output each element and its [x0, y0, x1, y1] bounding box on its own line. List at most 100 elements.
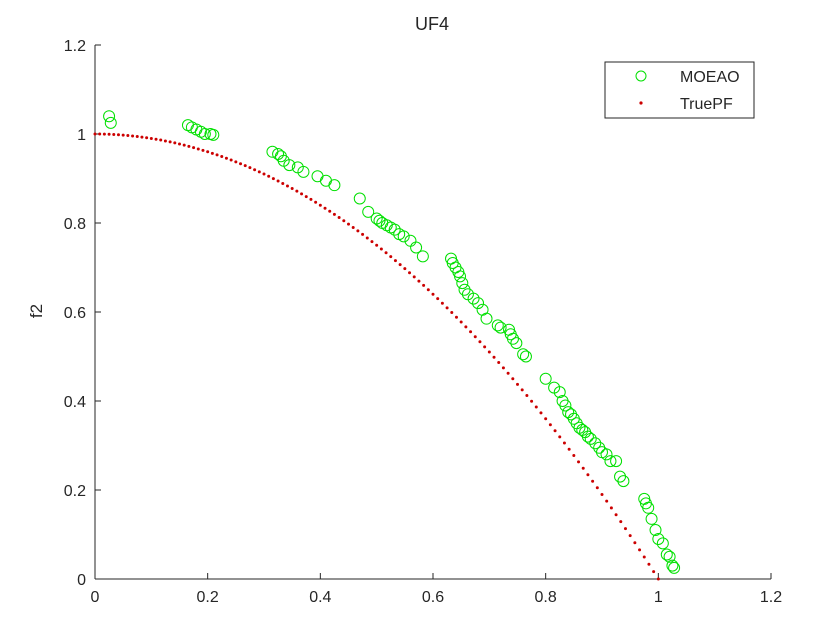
truepf-point — [628, 534, 632, 538]
truepf-point — [262, 172, 266, 176]
truepf-point — [562, 441, 566, 445]
legend-moeao-marker — [635, 70, 647, 82]
truepf-series — [93, 132, 660, 581]
moeao-point — [510, 337, 523, 350]
truepf-point — [417, 279, 421, 283]
x-tick-label: 0 — [91, 589, 100, 606]
legend-truepf-marker — [639, 101, 643, 105]
moeao-point — [198, 128, 211, 140]
truepf-point — [192, 146, 196, 150]
truepf-point — [558, 435, 562, 439]
truepf-point — [464, 325, 468, 329]
truepf-point — [309, 197, 313, 201]
moeao-point — [454, 270, 467, 283]
y-tick-label: 1 — [77, 127, 86, 144]
moeao-point — [494, 321, 507, 334]
moeao-point — [388, 223, 401, 236]
x-tick-label: 0.6 — [422, 589, 444, 606]
y-tick-label: 0.4 — [64, 394, 86, 411]
truepf-point — [347, 222, 350, 226]
truepf-point — [501, 366, 505, 370]
legend-moeao-label: MOEAO — [680, 69, 740, 86]
truepf-point — [154, 137, 158, 141]
moeao-point — [491, 319, 504, 332]
y-tick-label: 0.2 — [64, 483, 86, 500]
truepf-point — [520, 388, 524, 392]
truepf-point — [609, 506, 613, 510]
truepf-point — [469, 330, 473, 334]
moeao-point — [539, 372, 552, 385]
truepf-point — [112, 132, 116, 136]
truepf-point — [431, 292, 435, 296]
truepf-point — [332, 212, 336, 216]
truepf-point — [403, 267, 407, 271]
moeao-point — [480, 312, 493, 325]
y-axis-label: f2 — [27, 304, 46, 318]
truepf-point — [492, 355, 496, 359]
truepf-point — [445, 306, 449, 310]
truepf-point — [506, 371, 510, 375]
truepf-point — [295, 189, 299, 193]
truepf-point — [454, 315, 458, 319]
truepf-point — [163, 139, 167, 143]
truepf-point — [408, 271, 412, 275]
truepf-point — [544, 417, 548, 421]
truepf-point — [422, 283, 426, 287]
moeao-point — [362, 205, 375, 218]
truepf-point — [267, 174, 271, 178]
moeao-point — [600, 448, 613, 461]
truepf-point — [581, 466, 585, 470]
truepf-point — [210, 151, 214, 155]
truepf-point — [623, 527, 627, 531]
moeao-point — [472, 297, 485, 310]
x-tick-label: 0.8 — [535, 589, 557, 606]
moeao-point — [416, 250, 429, 263]
truepf-point — [516, 382, 519, 386]
truepf-point — [300, 192, 304, 196]
truepf-point — [412, 275, 416, 279]
truepf-point — [243, 164, 247, 168]
truepf-point — [638, 548, 642, 552]
moeao-point — [456, 277, 469, 290]
truepf-point — [215, 153, 219, 157]
moeao-point — [328, 179, 341, 192]
moeao-point — [207, 128, 220, 141]
truepf-point — [473, 335, 477, 339]
truepf-point — [304, 195, 308, 199]
truepf-point — [178, 142, 181, 146]
axes: 0 0.2 0.4 0.6 0.8 1 1.2 0 0.2 0.4 0.6 0.8 1 1.2 — [64, 38, 782, 606]
truepf-point — [234, 160, 238, 164]
truepf-point — [276, 179, 280, 183]
truepf-point — [182, 143, 186, 147]
truepf-point — [271, 177, 275, 181]
y-tick-label: 0.8 — [64, 216, 86, 233]
truepf-point — [591, 479, 595, 483]
truepf-point — [140, 135, 144, 139]
truepf-point — [149, 136, 153, 140]
truepf-point — [633, 541, 637, 545]
moeao-point — [397, 230, 410, 243]
moeao-point — [283, 159, 296, 172]
moeao-point — [589, 437, 602, 450]
moeao-point — [656, 537, 669, 550]
truepf-point — [314, 200, 318, 204]
truepf-point — [220, 155, 224, 159]
moeao-point — [553, 386, 566, 399]
truepf-point — [342, 219, 346, 223]
moeao-point — [104, 116, 117, 129]
truepf-point — [328, 209, 332, 213]
truepf-point — [253, 168, 257, 172]
truepf-point — [459, 320, 463, 324]
truepf-point — [426, 288, 430, 292]
truepf-point — [196, 147, 200, 151]
truepf-point — [239, 162, 243, 166]
y-tick-label: 0 — [77, 572, 86, 589]
truepf-point — [605, 499, 609, 503]
truepf-point — [656, 577, 660, 581]
moeao-point — [584, 432, 597, 445]
moeao-point — [373, 214, 386, 227]
truepf-point — [365, 236, 369, 240]
moeao-point — [410, 241, 423, 254]
truepf-point — [187, 144, 191, 148]
